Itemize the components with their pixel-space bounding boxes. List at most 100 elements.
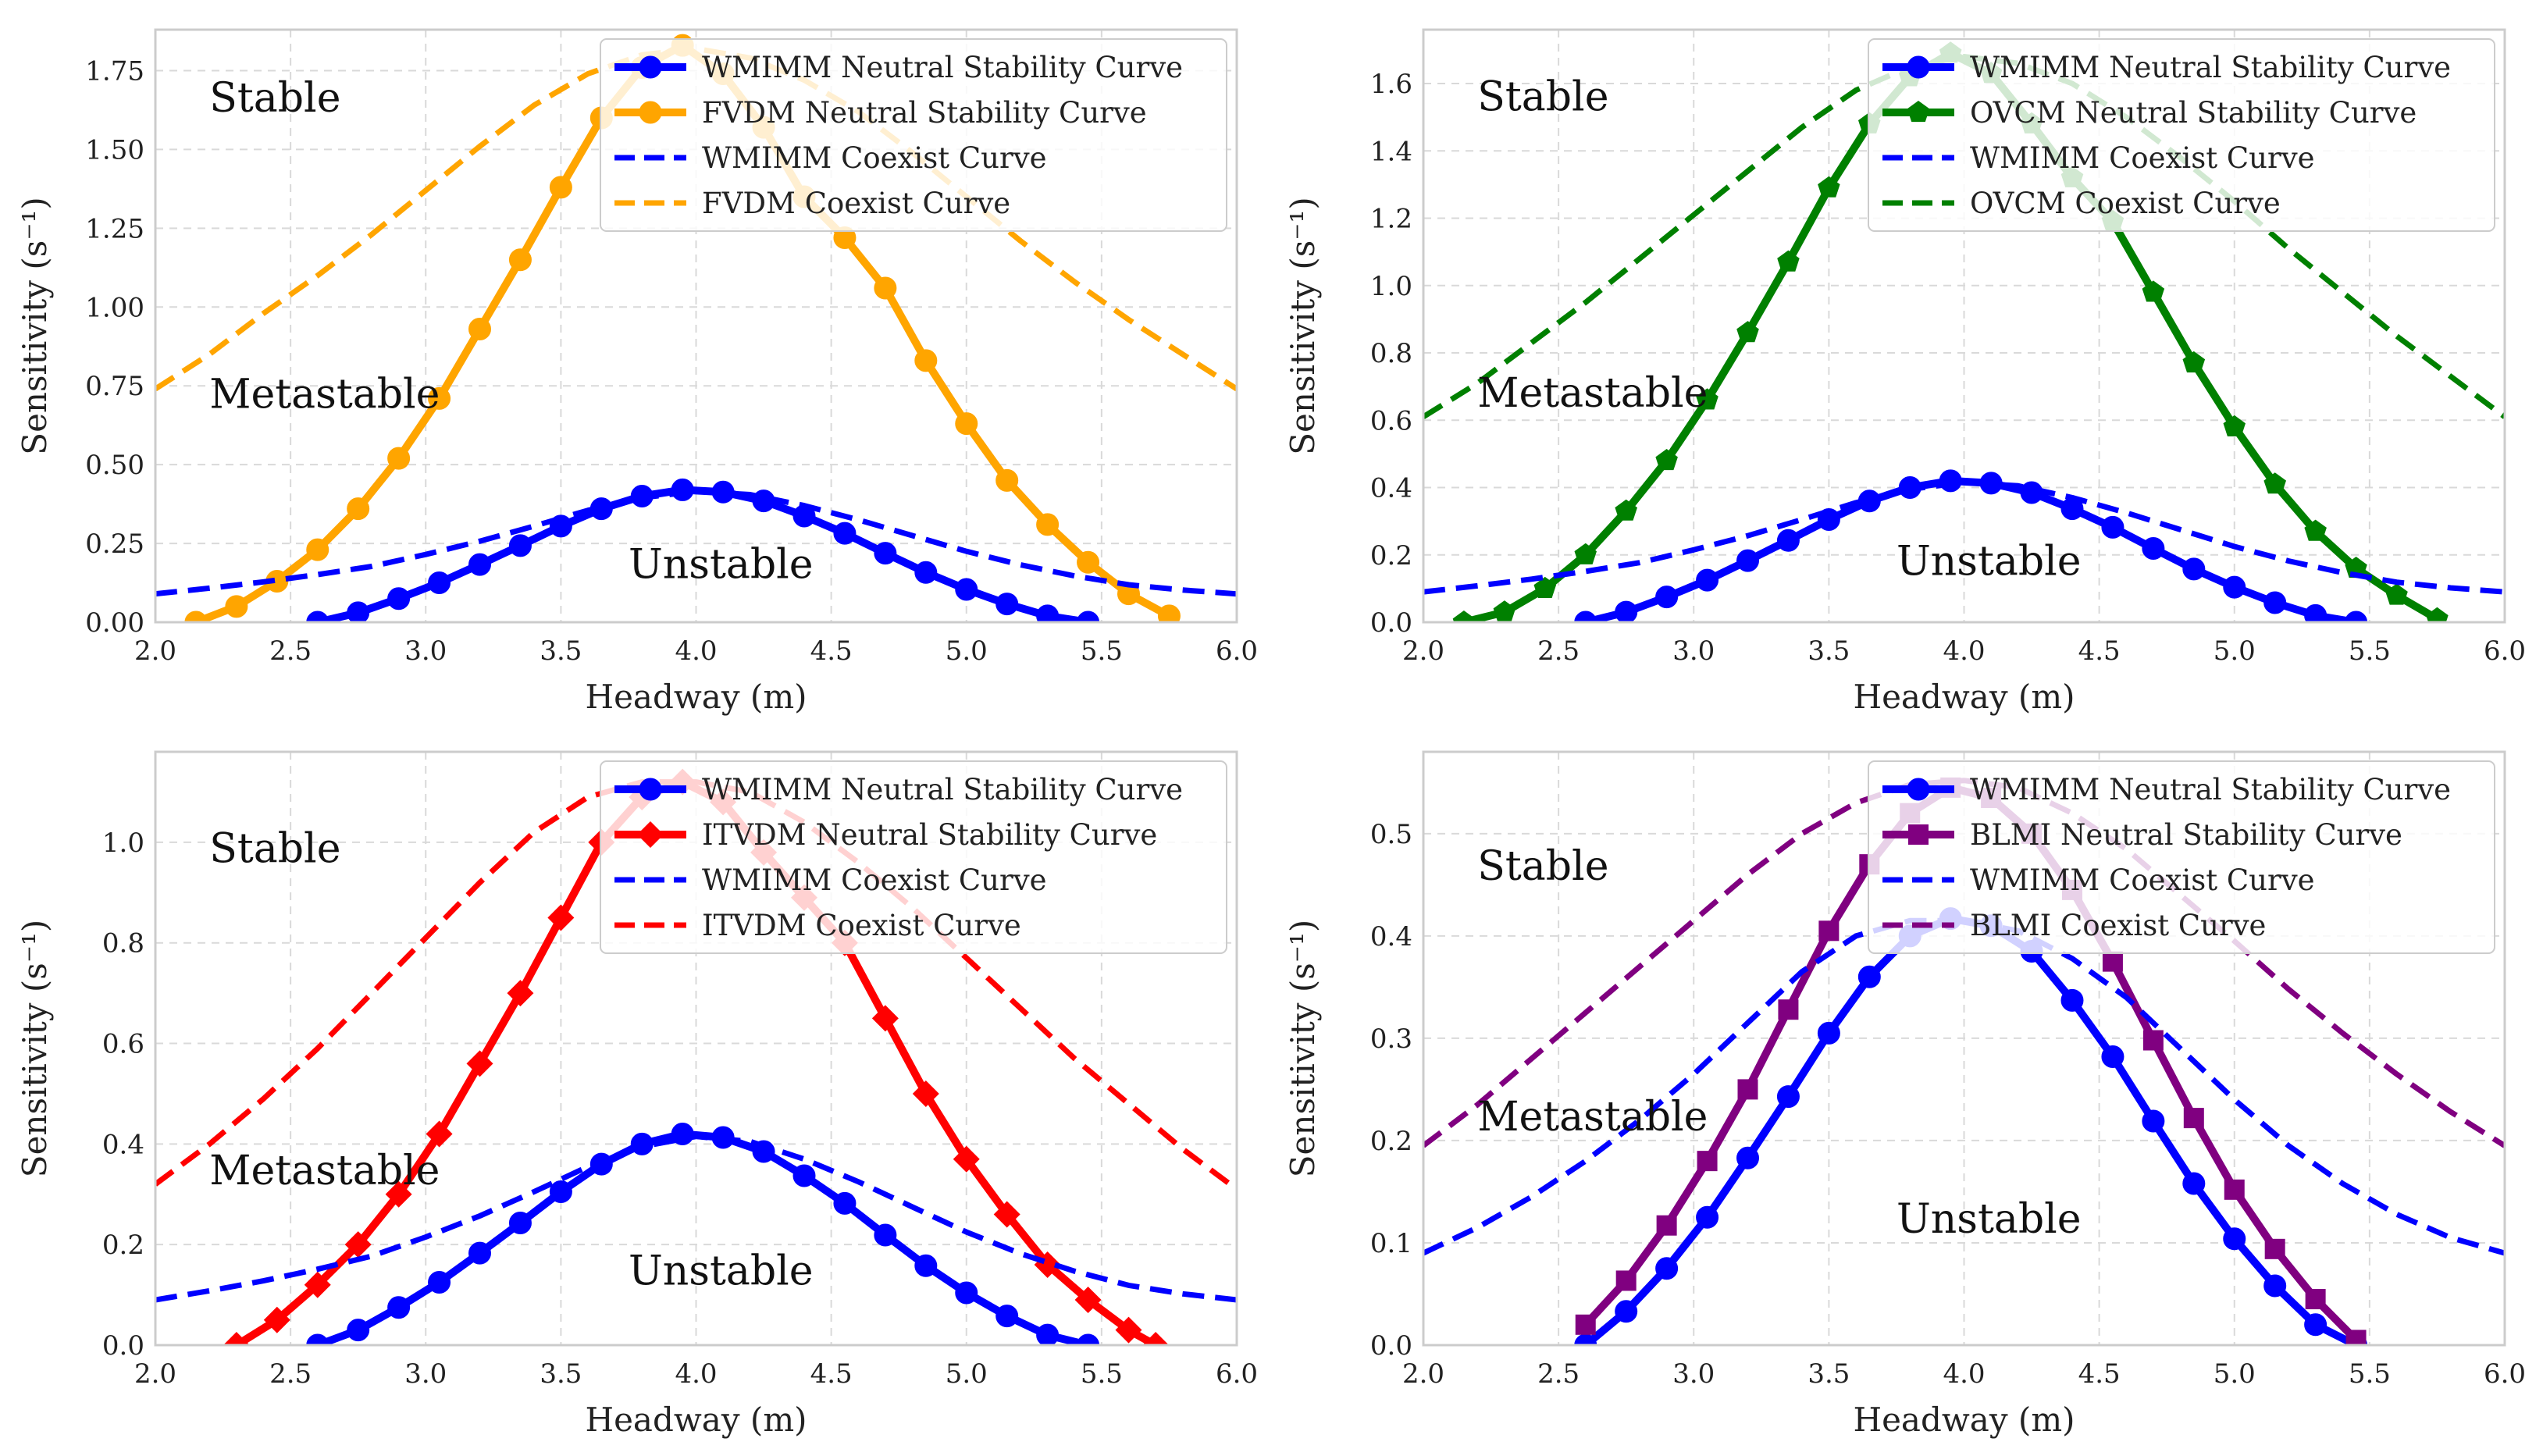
wmimm-neutral-stability-curve-point — [2101, 1045, 2125, 1068]
fvdm-neutral-stability-curve-point — [428, 386, 451, 410]
legend-box — [600, 38, 1227, 232]
legend-label: ITVDM Neutral Stability Curve — [702, 818, 1157, 852]
wmimm-neutral-stability-curve-point — [2060, 988, 2084, 1012]
ovcm-neutral-stability-curve-point — [2263, 472, 2286, 494]
legend-label: WMIMM Coexist Curve — [702, 141, 1047, 175]
y-tick-label: 1.0 — [1370, 271, 1412, 302]
itvdm-neutral-stability-curve-point — [426, 1120, 453, 1148]
axes-frame — [1422, 28, 2506, 624]
legend-label: WMIMM Neutral Stability Curve — [1970, 51, 2451, 84]
y-tick-label: 0.4 — [1370, 921, 1412, 952]
legend-label: BLMI Coexist Curve — [1970, 909, 2266, 942]
y-tick-label: 0.2 — [1370, 1126, 1412, 1157]
legend: WMIMM Neutral Stability Curve FVDM Neutra… — [600, 38, 1227, 232]
wmimm-neutral-stability-curve-point — [1696, 1205, 1719, 1229]
x-tick-label: 4.5 — [2078, 1358, 2121, 1390]
wmimm-coexist-curve-line — [155, 1134, 1237, 1303]
legend-label: BLMI Neutral Stability Curve — [1970, 818, 2402, 852]
itvdm-neutral-stability-curve-point — [466, 1050, 493, 1077]
x-axis-label: Headway (m) — [585, 678, 807, 716]
wmimm-neutral-stability-curve-point — [1736, 1146, 1759, 1169]
chart-panel-3: 2.0 2.5 3.0 3.5 4.0 4.5 5.0 5.5 6.0 0.0 0.2 0.4 0.6 0… — [16, 750, 1258, 1439]
y-tick-label: 0.00 — [85, 607, 144, 639]
y-tick-label: 0.2 — [102, 1230, 144, 1261]
region-label-unstable: Unstable — [629, 1248, 814, 1295]
wmimm-coexist-curve-line — [1423, 479, 2505, 595]
x-tick-label: 6.0 — [2484, 1358, 2526, 1390]
x-tick-label: 4.5 — [810, 635, 853, 667]
wmimm-neutral-stability-curve-point — [995, 1305, 1019, 1328]
legend-label: WMIMM Coexist Curve — [702, 863, 1047, 897]
x-tick-label: 3.5 — [1808, 635, 1850, 667]
y-tick-label: 0.8 — [102, 928, 144, 959]
legend-marker-wmimm-neutral-stability-curve — [1907, 778, 1930, 801]
legend-marker-itvdm-neutral-stability-curve — [637, 821, 664, 848]
x-tick-label: 6.0 — [1216, 1358, 1258, 1390]
x-tick-label: 5.5 — [1081, 635, 1123, 667]
ovcm-neutral-stability-curve-point — [1533, 576, 1557, 598]
itvdm-neutral-stability-curve-point — [344, 1231, 372, 1258]
fvdm-neutral-stability-curve-point — [225, 595, 248, 618]
fvdm-neutral-stability-curve-point — [1157, 604, 1181, 622]
chart-panel-4: 2.0 2.5 3.0 3.5 4.0 4.5 5.0 5.5 6.0 0.0 0.1 0.2 0.3 0… — [1284, 750, 2526, 1439]
x-tick-label: 2.0 — [134, 635, 176, 667]
itvdm-neutral-stability-curve-point — [912, 1080, 939, 1107]
wmimm-neutral-stability-curve-point — [468, 553, 491, 576]
legend: WMIMM Neutral Stability Curve OVCM Neutra… — [1868, 38, 2495, 232]
x-tick-label: 3.0 — [1672, 635, 1715, 667]
wmimm-neutral-stability-curve-point — [1615, 600, 1638, 622]
x-axis-label: Headway (m) — [1853, 1401, 2075, 1439]
wmimm-neutral-stability-curve-point — [1696, 568, 1719, 592]
wmimm-neutral-stability-curve-point — [2263, 1274, 2287, 1298]
blmi-neutral-stability-curve-point — [1778, 999, 1799, 1020]
wmimm-neutral-stability-curve-point — [2223, 575, 2246, 599]
wmimm-neutral-stability-curve-point — [549, 1180, 572, 1204]
wmimm-neutral-stability-curve-point — [2101, 515, 2125, 539]
wmimm-coexist-curve-line — [1423, 917, 2505, 1256]
region-label-metastable: Metastable — [209, 371, 440, 418]
axes-frame — [154, 28, 1238, 624]
x-axis-label: Headway (m) — [585, 1401, 807, 1439]
itvdm-neutral-stability-curve-point — [507, 980, 534, 1007]
wmimm-neutral-stability-curve-point — [347, 1319, 370, 1342]
fvdm-neutral-stability-curve-point — [306, 538, 329, 561]
x-tick-label: 2.0 — [1402, 635, 1444, 667]
axes-frame — [1422, 750, 2506, 1347]
y-tick-label: 0.25 — [85, 529, 144, 560]
itvdm-neutral-stability-curve-point — [385, 1180, 412, 1208]
ovcm-neutral-stability-curve-point — [1493, 600, 1516, 622]
x-tick-label: 5.5 — [1081, 1358, 1123, 1390]
y-tick-label: 0.2 — [1370, 540, 1412, 571]
fvdm-neutral-stability-curve-point — [184, 611, 208, 622]
wmimm-neutral-stability-curve-point — [1776, 1085, 1800, 1109]
wmimm-neutral-stability-curve-point — [874, 542, 897, 565]
region-label-metastable: Metastable — [1477, 1094, 1708, 1141]
blmi-neutral-stability-curve-point — [1737, 1079, 1758, 1100]
itvdm-neutral-stability-curve-point — [953, 1145, 980, 1173]
region-label-stable: Stable — [1477, 843, 1608, 890]
ovcm-neutral-stability-curve-point — [2304, 519, 2327, 541]
ovcm-neutral-stability-curve-point — [2426, 607, 2449, 622]
x-tick-label: 5.0 — [946, 1358, 988, 1390]
wmimm-neutral-stability-curve-point — [428, 1270, 451, 1294]
chart-panel-1: 2.0 2.5 3.0 3.5 4.0 4.5 5.0 5.5 6.0 0.00 0.25 0.50 0… — [16, 28, 1258, 716]
region-label-stable: Stable — [1477, 74, 1608, 121]
y-tick-label: 1.25 — [85, 213, 144, 244]
itvdm-neutral-stability-curve-point — [263, 1306, 290, 1333]
y-axis-label: Sensitivity (s⁻¹) — [16, 920, 54, 1177]
wmimm-neutral-stability-curve-point — [2142, 537, 2165, 561]
wmimm-neutral-stability-curve-point — [995, 593, 1019, 616]
fvdm-neutral-stability-curve-point — [995, 468, 1019, 492]
wmimm-neutral-stability-curve-point — [2263, 591, 2287, 614]
x-tick-label: 3.0 — [1672, 1358, 1715, 1390]
legend-marker-wmimm-neutral-stability-curve — [639, 778, 662, 801]
x-tick-label: 5.0 — [2214, 1358, 2256, 1390]
ovcm-neutral-stability-curve-point — [1574, 543, 1597, 564]
itvdm-neutral-stability-curve-point — [1074, 1287, 1102, 1314]
y-tick-label: 1.2 — [1370, 204, 1412, 235]
fvdm-neutral-stability-curve-point — [914, 349, 938, 372]
wmimm-neutral-stability-curve-point — [2182, 557, 2206, 581]
x-tick-label: 5.5 — [2349, 1358, 2391, 1390]
fvdm-neutral-stability-curve-point — [347, 497, 370, 521]
